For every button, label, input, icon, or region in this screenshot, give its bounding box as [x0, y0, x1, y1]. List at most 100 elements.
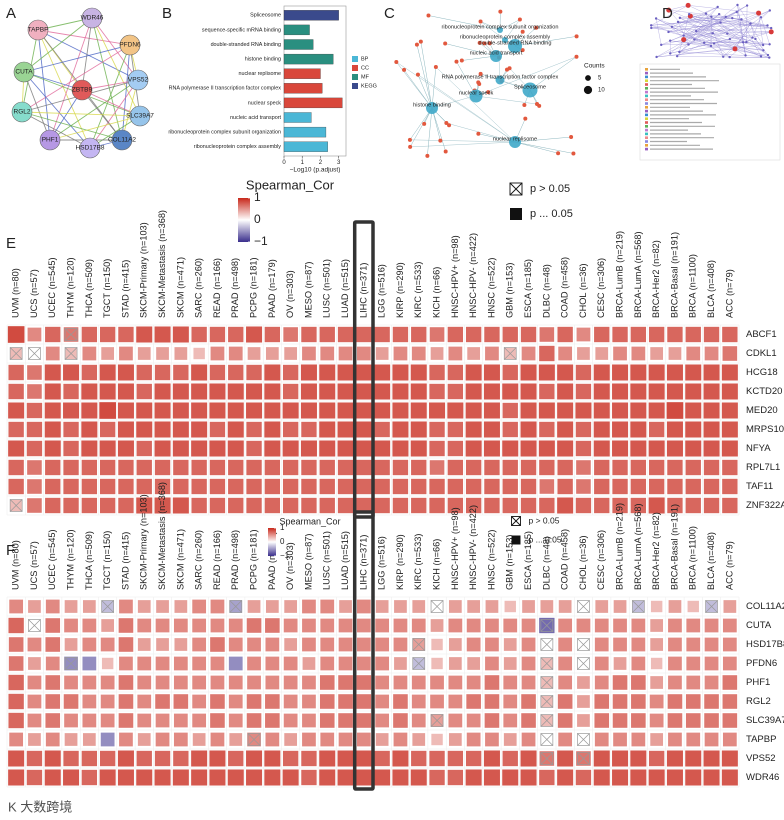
network-edge [37, 29, 131, 46]
heatmap-cell [302, 694, 316, 709]
heatmap-cell [264, 383, 281, 400]
network-node [756, 10, 762, 16]
network-edge [655, 18, 662, 45]
heatmap-cell [520, 478, 537, 495]
network-edge [446, 122, 516, 143]
heatmap-cell [704, 618, 719, 633]
heatmap-cell [81, 383, 98, 400]
cross-box [577, 657, 590, 670]
network-edge [683, 13, 707, 36]
heatmap-cell [136, 769, 153, 786]
network-edge [529, 56, 577, 91]
column-label: MESO (n=87) [303, 262, 313, 318]
heatmap-cell [447, 364, 464, 381]
heatmap-cell [265, 732, 280, 747]
heatmap-cell [612, 440, 629, 457]
network-node [766, 53, 770, 57]
heatmap-cell [502, 383, 519, 400]
panel-label: D [662, 5, 673, 22]
heatmap-cell [466, 637, 481, 652]
legend-swatch [645, 68, 648, 71]
heatmap-cell [630, 364, 647, 381]
heatmap-cell [668, 675, 682, 690]
heatmap-cell [136, 326, 153, 343]
heatmap-cell [503, 694, 518, 709]
heatmap-cell [81, 326, 98, 343]
heatmap-cell [520, 750, 537, 767]
insignificant-marker [229, 600, 243, 613]
cross-line [577, 733, 590, 746]
heatmap-cell [612, 750, 629, 767]
network-edge [714, 43, 764, 51]
heatmap-cell [192, 618, 207, 633]
heatmap-cell [410, 364, 427, 381]
heatmap-cell [447, 402, 464, 419]
heatmap-cell [81, 364, 98, 381]
heatmap-cell [191, 440, 208, 457]
heatmap-cell [374, 459, 390, 476]
column-label: GBM (n=153) [505, 535, 515, 590]
heatmap-cell [375, 600, 389, 613]
bar [283, 112, 312, 123]
column-label: STAD (n=415) [120, 532, 130, 590]
heatmap-cell [668, 637, 682, 652]
network-node [654, 17, 658, 20]
heatmap-cell [247, 600, 261, 613]
heatmap-cell [430, 694, 444, 709]
heatmap-cell [520, 326, 537, 343]
cross-box [412, 657, 426, 670]
heatmap-cell [594, 618, 609, 633]
heatmap-cell [355, 769, 372, 786]
heatmap-cell [392, 497, 409, 514]
heatmap-cell [666, 750, 683, 767]
heatmap-cell [264, 421, 281, 438]
heatmap-cell [594, 732, 609, 747]
heatmap-cell [8, 364, 24, 381]
colorbar-tick-label: 1 [254, 190, 261, 204]
heatmap-cell [685, 750, 702, 767]
heatmap-cell [410, 440, 427, 457]
heatmap-cell [685, 421, 702, 438]
heatmap-cell [520, 421, 537, 438]
heatmap-cell [631, 675, 646, 690]
heatmap-cell [412, 600, 426, 613]
cross-line [101, 600, 114, 613]
cross-line [540, 638, 554, 651]
heatmap-cell [172, 402, 189, 419]
gene-node [522, 103, 527, 108]
heatmap-cell [26, 750, 43, 767]
heatmap-cell [101, 347, 115, 360]
heatmap-cell [136, 421, 153, 438]
network-edge [711, 16, 744, 43]
heatmap-cell [192, 713, 207, 728]
heatmap-cell [393, 694, 408, 709]
cross-line [412, 657, 425, 670]
network-node [693, 38, 696, 41]
heatmap-cell [137, 638, 151, 651]
heatmap-cell [429, 364, 445, 381]
network-node [717, 12, 721, 16]
heatmap-cell [209, 478, 226, 495]
column-label: THYM (n=120) [65, 529, 75, 590]
column-label: UVM (n=80) [11, 268, 21, 318]
colorbar-tick-label: 0 [280, 537, 285, 546]
heatmap-cell [575, 769, 592, 786]
heatmap-cell [210, 599, 225, 614]
heatmap-cell [101, 657, 114, 670]
panel-label: E [6, 235, 16, 252]
gene-node [422, 121, 427, 126]
heatmap-cell [595, 347, 609, 360]
bar [283, 97, 343, 109]
column-label: HNSC-HPV- (n=422) [468, 233, 478, 318]
cross-line [540, 695, 554, 708]
heatmap-cell [227, 440, 244, 457]
term-label: nuclear speck [459, 90, 494, 96]
heatmap-cell [577, 676, 590, 689]
heatmap-cell [648, 459, 665, 476]
cross-box [64, 328, 78, 341]
heatmap-cell [210, 675, 225, 690]
network-edge [679, 17, 721, 23]
column-label: BRCA-Her2 (n=82) [651, 240, 661, 318]
heatmap-cell [721, 750, 738, 767]
heatmap-cell [136, 478, 152, 495]
